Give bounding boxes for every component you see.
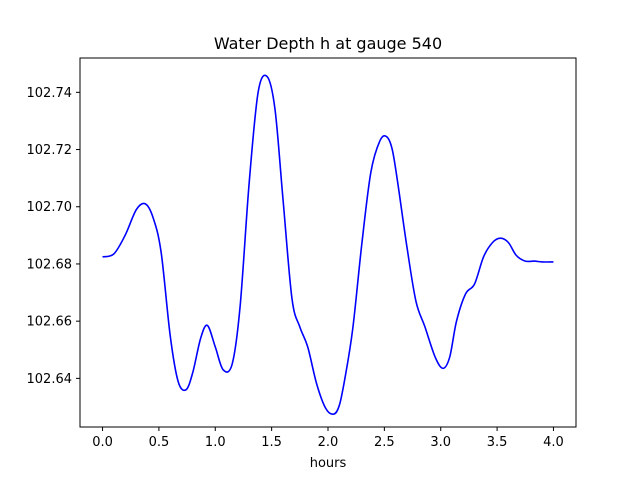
y-tick-label: 102.68 [27, 257, 73, 272]
x-ticks: 0.0 0.5 1.0 1.5 2.0 2.5 3.0 3.5 4.0 [92, 427, 564, 450]
x-tick-label: 2.0 [318, 435, 339, 450]
plot-frame [79, 57, 577, 428]
x-tick-label: 3.0 [430, 435, 451, 450]
x-tick-label: 1.0 [205, 435, 226, 450]
x-tick-label: 2.5 [374, 435, 395, 450]
x-tick-label: 3.5 [487, 435, 508, 450]
y-tick-label: 102.72 [27, 143, 73, 158]
x-tick-label: 0.5 [149, 435, 170, 450]
x-tick-label: 1.5 [261, 435, 282, 450]
series-line-0 [102, 74, 554, 416]
chart-title: Water Depth h at gauge 540 [214, 34, 442, 53]
series-layer [102, 74, 554, 416]
x-tick-label: 0.0 [92, 435, 113, 450]
x-tick-label: 4.0 [543, 435, 564, 450]
y-tick-label: 102.64 [27, 372, 73, 387]
x-axis-title: hours [310, 456, 347, 471]
y-tick-label: 102.70 [27, 200, 73, 215]
y-tick-label: 102.74 [27, 86, 73, 101]
y-ticks: 102.64 102.66 102.68 102.70 102.72 102.74 [27, 86, 80, 387]
y-tick-label: 102.66 [27, 315, 73, 330]
